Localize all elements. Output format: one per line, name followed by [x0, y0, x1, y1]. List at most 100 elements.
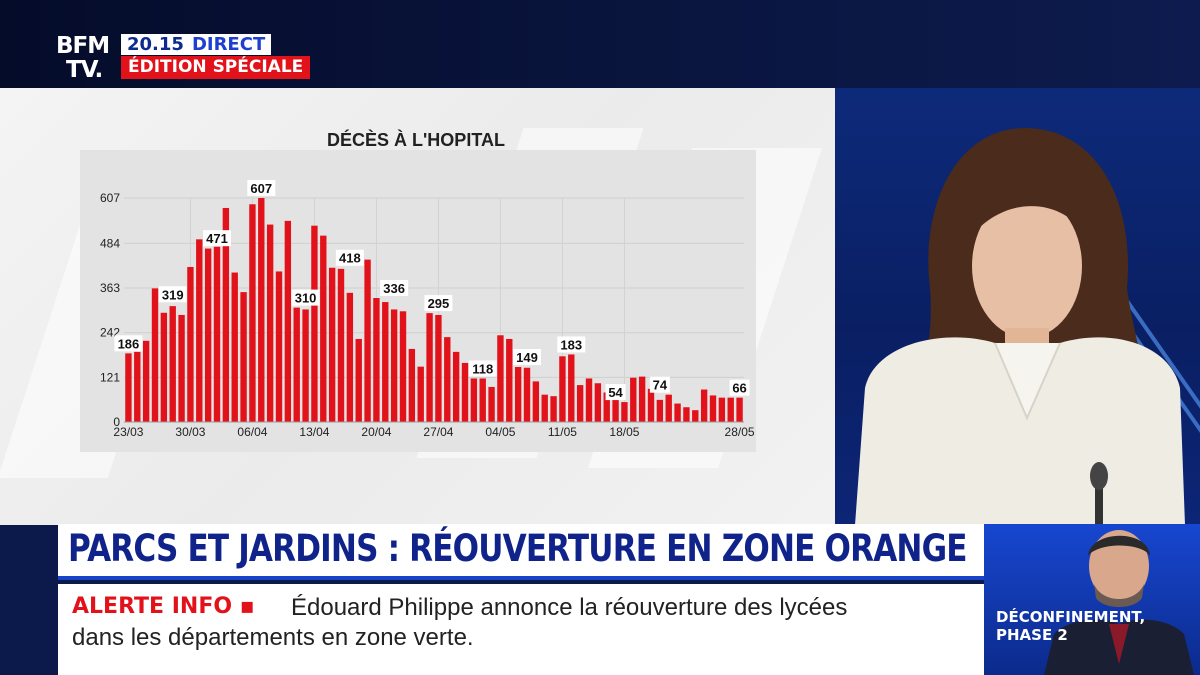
- alert-text-line2: dans les départements en zone verte.: [72, 624, 474, 651]
- bar: [134, 351, 141, 422]
- bar: [435, 314, 442, 422]
- bar: [692, 410, 699, 422]
- headline-bar: PARCS ET JARDINS : RÉOUVERTURE EN ZONE O…: [58, 524, 984, 580]
- bar: [178, 314, 185, 422]
- topic-line2: PHASE 2: [996, 626, 1068, 644]
- data-label: 149: [516, 350, 538, 365]
- bar: [320, 235, 327, 422]
- bar: [364, 259, 371, 422]
- bar: [222, 207, 230, 422]
- data-label: 183: [560, 337, 582, 352]
- bar: [373, 298, 380, 422]
- bar: [151, 288, 159, 422]
- bar: [213, 246, 221, 422]
- bar: [656, 399, 664, 422]
- bar: [382, 302, 389, 422]
- bar: [231, 272, 238, 422]
- x-tick-label: 27/04: [423, 425, 453, 439]
- bar: [417, 366, 424, 422]
- data-label: 66: [732, 381, 746, 396]
- bar: [293, 307, 300, 422]
- logo-line2: TV.: [66, 57, 103, 83]
- bar: [638, 376, 646, 422]
- studio-view: [835, 88, 1200, 525]
- bar: [275, 271, 283, 422]
- bar: [612, 399, 619, 422]
- headline-text: PARCS ET JARDINS : RÉOUVERTURE EN ZONE O…: [68, 527, 967, 570]
- bar: [266, 224, 274, 422]
- x-tick-label: 20/04: [361, 425, 391, 439]
- bar: [470, 378, 478, 422]
- bar: [444, 337, 451, 422]
- data-label-background: [649, 376, 670, 393]
- bar: [196, 239, 203, 422]
- data-label-background: [247, 180, 276, 196]
- bar: [337, 268, 345, 422]
- bar: [497, 335, 504, 422]
- x-tick-label: 13/04: [299, 425, 329, 439]
- bar: [408, 348, 416, 422]
- data-label-background: [114, 335, 143, 352]
- bar: [550, 396, 557, 422]
- x-tick-label: 11/05: [548, 425, 577, 439]
- bar: [302, 309, 309, 422]
- bar: [125, 353, 132, 422]
- data-label: 295: [428, 296, 450, 311]
- bar: [328, 267, 336, 422]
- politician-photo: [1044, 530, 1194, 675]
- alert-label: ALERTE INFO ▪: [72, 594, 255, 619]
- bar: [461, 362, 469, 422]
- data-label-background: [729, 379, 750, 396]
- bar: [541, 394, 548, 422]
- bar: [727, 397, 734, 422]
- bar: [665, 394, 672, 422]
- bar: [532, 381, 540, 422]
- bar: [674, 403, 681, 422]
- y-tick-label: 363: [100, 281, 120, 295]
- data-label-background: [158, 286, 187, 303]
- bar: [603, 392, 610, 422]
- chart-panel: DÉCÈS À L'HOPITAL 0 121 242 363 484 607 23/03 3…: [0, 88, 835, 525]
- bar: [700, 389, 708, 422]
- bar: [514, 367, 522, 422]
- topic-line1: DÉCONFINEMENT,: [996, 608, 1146, 626]
- data-label: 336: [383, 281, 405, 296]
- bar: [585, 378, 593, 422]
- data-label: 74: [653, 378, 668, 393]
- bar: [718, 397, 726, 422]
- bar: [647, 388, 655, 422]
- bar: [311, 225, 318, 422]
- data-label-background: [605, 384, 626, 401]
- presenter-image: [855, 128, 1185, 525]
- bar: [346, 292, 354, 422]
- bar: [187, 267, 194, 422]
- data-label: 54: [608, 385, 623, 400]
- data-label: 471: [206, 231, 228, 246]
- bar: [736, 397, 743, 422]
- x-tick-label: 30/03: [175, 425, 205, 439]
- bar: [683, 407, 690, 422]
- data-label-background: [335, 249, 364, 266]
- bar: [160, 312, 168, 422]
- y-tick-label: 484: [100, 236, 120, 250]
- data-label: 118: [472, 361, 493, 376]
- data-label: 418: [339, 251, 361, 266]
- data-label: 310: [295, 291, 317, 306]
- data-label-background: [557, 336, 586, 353]
- bar: [249, 204, 256, 422]
- news-ticker: ALERTE INFO ▪ Édouard Philippe annonce l…: [58, 584, 984, 675]
- bar: [621, 402, 628, 422]
- channel-logo: BFM TV.: [56, 34, 114, 84]
- bar: [559, 356, 566, 422]
- live-label: DIRECT: [191, 34, 266, 55]
- x-tick-label: 28/05: [725, 425, 755, 439]
- data-label-background: [424, 295, 453, 312]
- topic-box: DÉCONFINEMENT, PHASE 2: [984, 524, 1200, 675]
- bar: [479, 378, 486, 422]
- bar: [488, 386, 495, 422]
- time-badge: 20.15 DIRECT: [121, 34, 272, 55]
- data-label: 607: [250, 181, 272, 196]
- y-tick-label: 121: [100, 370, 120, 384]
- logo-line1: BFM: [56, 33, 110, 59]
- bar: [506, 338, 513, 422]
